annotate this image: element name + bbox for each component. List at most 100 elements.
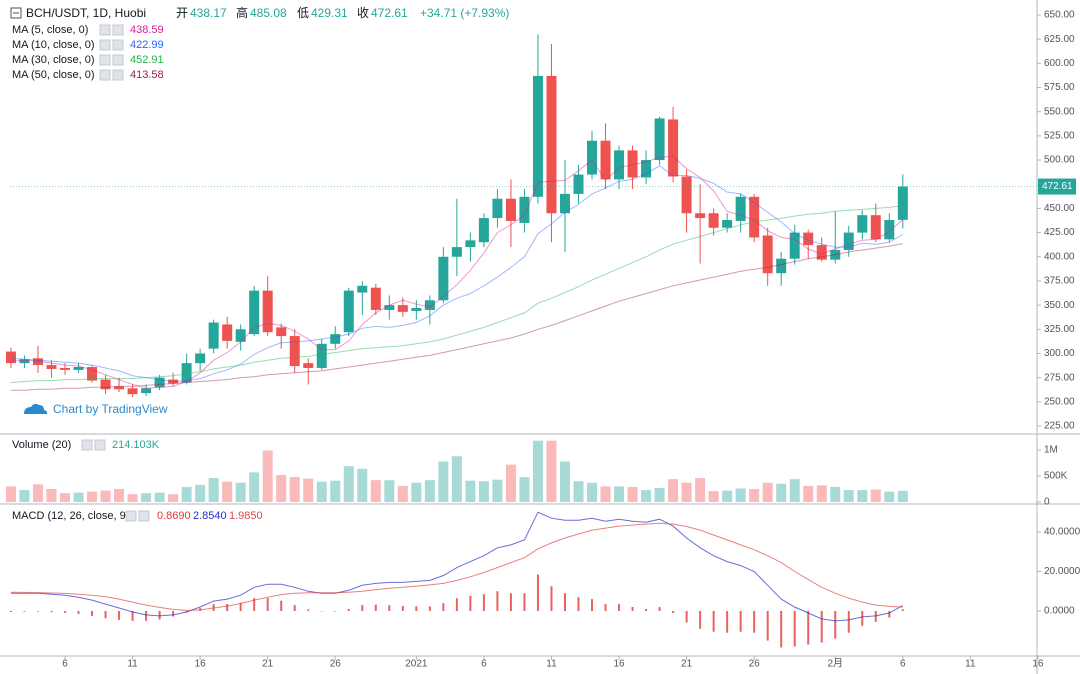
histogram-bar (9, 610, 12, 612)
candle-body (46, 365, 57, 369)
histogram-bar (428, 606, 431, 611)
macd-line (10, 511, 904, 622)
candle-body (870, 215, 881, 240)
legend-name: Volume (20) (12, 439, 71, 451)
histogram-bar (280, 600, 283, 611)
volume-bar (803, 485, 814, 502)
volume-bar (424, 480, 435, 502)
candle-body (154, 377, 165, 388)
candle-body (262, 290, 273, 333)
x-tick-label: 21 (262, 659, 274, 670)
histogram-bar (388, 605, 391, 611)
volume-bar (276, 474, 287, 502)
watermark[interactable]: Chart by TradingView (24, 402, 168, 416)
volume-bar (127, 494, 138, 502)
histogram-bar (699, 610, 702, 629)
volume-bar (587, 482, 598, 502)
volume-bar (397, 485, 408, 502)
legend-icon (81, 439, 93, 451)
candle-body (884, 220, 895, 240)
candle-body (438, 256, 449, 301)
volume-bar (641, 490, 652, 502)
histogram-bar (307, 609, 310, 611)
candle-body (208, 322, 219, 349)
histogram-bar (253, 598, 256, 611)
legend-icon (99, 69, 111, 81)
histogram-bar (726, 610, 729, 633)
legend-icon (94, 439, 106, 451)
candle-body (303, 363, 314, 368)
candle-body (168, 379, 179, 384)
volume-bar (478, 481, 489, 502)
y-tick-label: 550.00 (1044, 106, 1075, 117)
histogram-bar (563, 593, 566, 611)
x-tick-label: 21 (681, 659, 693, 670)
y-tick-label: 275.00 (1044, 372, 1075, 383)
histogram-bar (901, 609, 904, 611)
collapse-icon[interactable] (10, 7, 22, 19)
histogram-bar (672, 610, 675, 613)
volume-bar (235, 482, 246, 502)
volume-bar (330, 480, 341, 502)
legend-name: MA (30, close, 0) (12, 54, 95, 66)
candle-body (681, 176, 692, 214)
candle-body (587, 140, 598, 175)
candle-body (641, 160, 652, 178)
histogram-bar (658, 607, 661, 611)
volume-bar (5, 486, 16, 502)
close-label: 收 (357, 6, 369, 20)
y-tick-label: 350.00 (1044, 300, 1075, 311)
high-value: 485.08 (250, 6, 287, 20)
candle-body (32, 358, 43, 366)
volume-bar (857, 490, 868, 502)
candle-body (654, 118, 665, 161)
histogram-bar (793, 610, 796, 647)
candle-body (235, 329, 246, 342)
change-value: +34.71 (+7.93%) (420, 6, 509, 20)
y-tick-label: 425.00 (1044, 227, 1075, 238)
volume-bar (141, 493, 152, 502)
candle-body (519, 196, 530, 223)
y-tick-label: 400.00 (1044, 251, 1075, 262)
histogram-bar (591, 599, 594, 611)
open-label: 开 (176, 6, 188, 20)
volume-bar (492, 479, 503, 502)
volume-bar (897, 490, 908, 502)
watermark-icon (24, 403, 48, 414)
candle-body (59, 367, 70, 370)
y-tick-label: 375.00 (1044, 276, 1075, 287)
candle-body (424, 300, 435, 310)
candle-body (100, 379, 111, 390)
histogram-bar (807, 610, 810, 645)
candle-body (708, 213, 719, 228)
low-label: 低 (297, 6, 309, 20)
volume-bar (438, 461, 449, 502)
candle-body (735, 196, 746, 221)
watermark-text: Chart by TradingView (53, 402, 168, 416)
y-tick-label: 600.00 (1044, 58, 1075, 69)
histogram-bar (685, 610, 688, 623)
volume-bar (114, 489, 125, 502)
histogram-bar (820, 610, 823, 643)
histogram-bar (347, 609, 350, 611)
histogram-bar (145, 610, 148, 621)
candle-body (316, 343, 327, 368)
volume-bar (465, 480, 476, 502)
x-tick-label: 16 (195, 659, 207, 670)
histogram-bar (509, 593, 512, 611)
x-tick-label: 6 (900, 659, 906, 670)
candle-body (357, 285, 368, 293)
candle-body (411, 308, 422, 311)
legend-icon (112, 39, 124, 51)
volume-bar (451, 456, 462, 502)
x-tick-label: 2月 (827, 658, 843, 670)
candle-body (614, 150, 625, 180)
histogram-bar (91, 610, 94, 616)
x-tick-label: 6 (481, 659, 487, 670)
candle-body (19, 359, 30, 364)
legend-value: 0.8690 (157, 510, 191, 522)
histogram-bar (847, 610, 850, 633)
volume-bar (830, 486, 841, 502)
x-tick-label: 26 (749, 659, 761, 670)
